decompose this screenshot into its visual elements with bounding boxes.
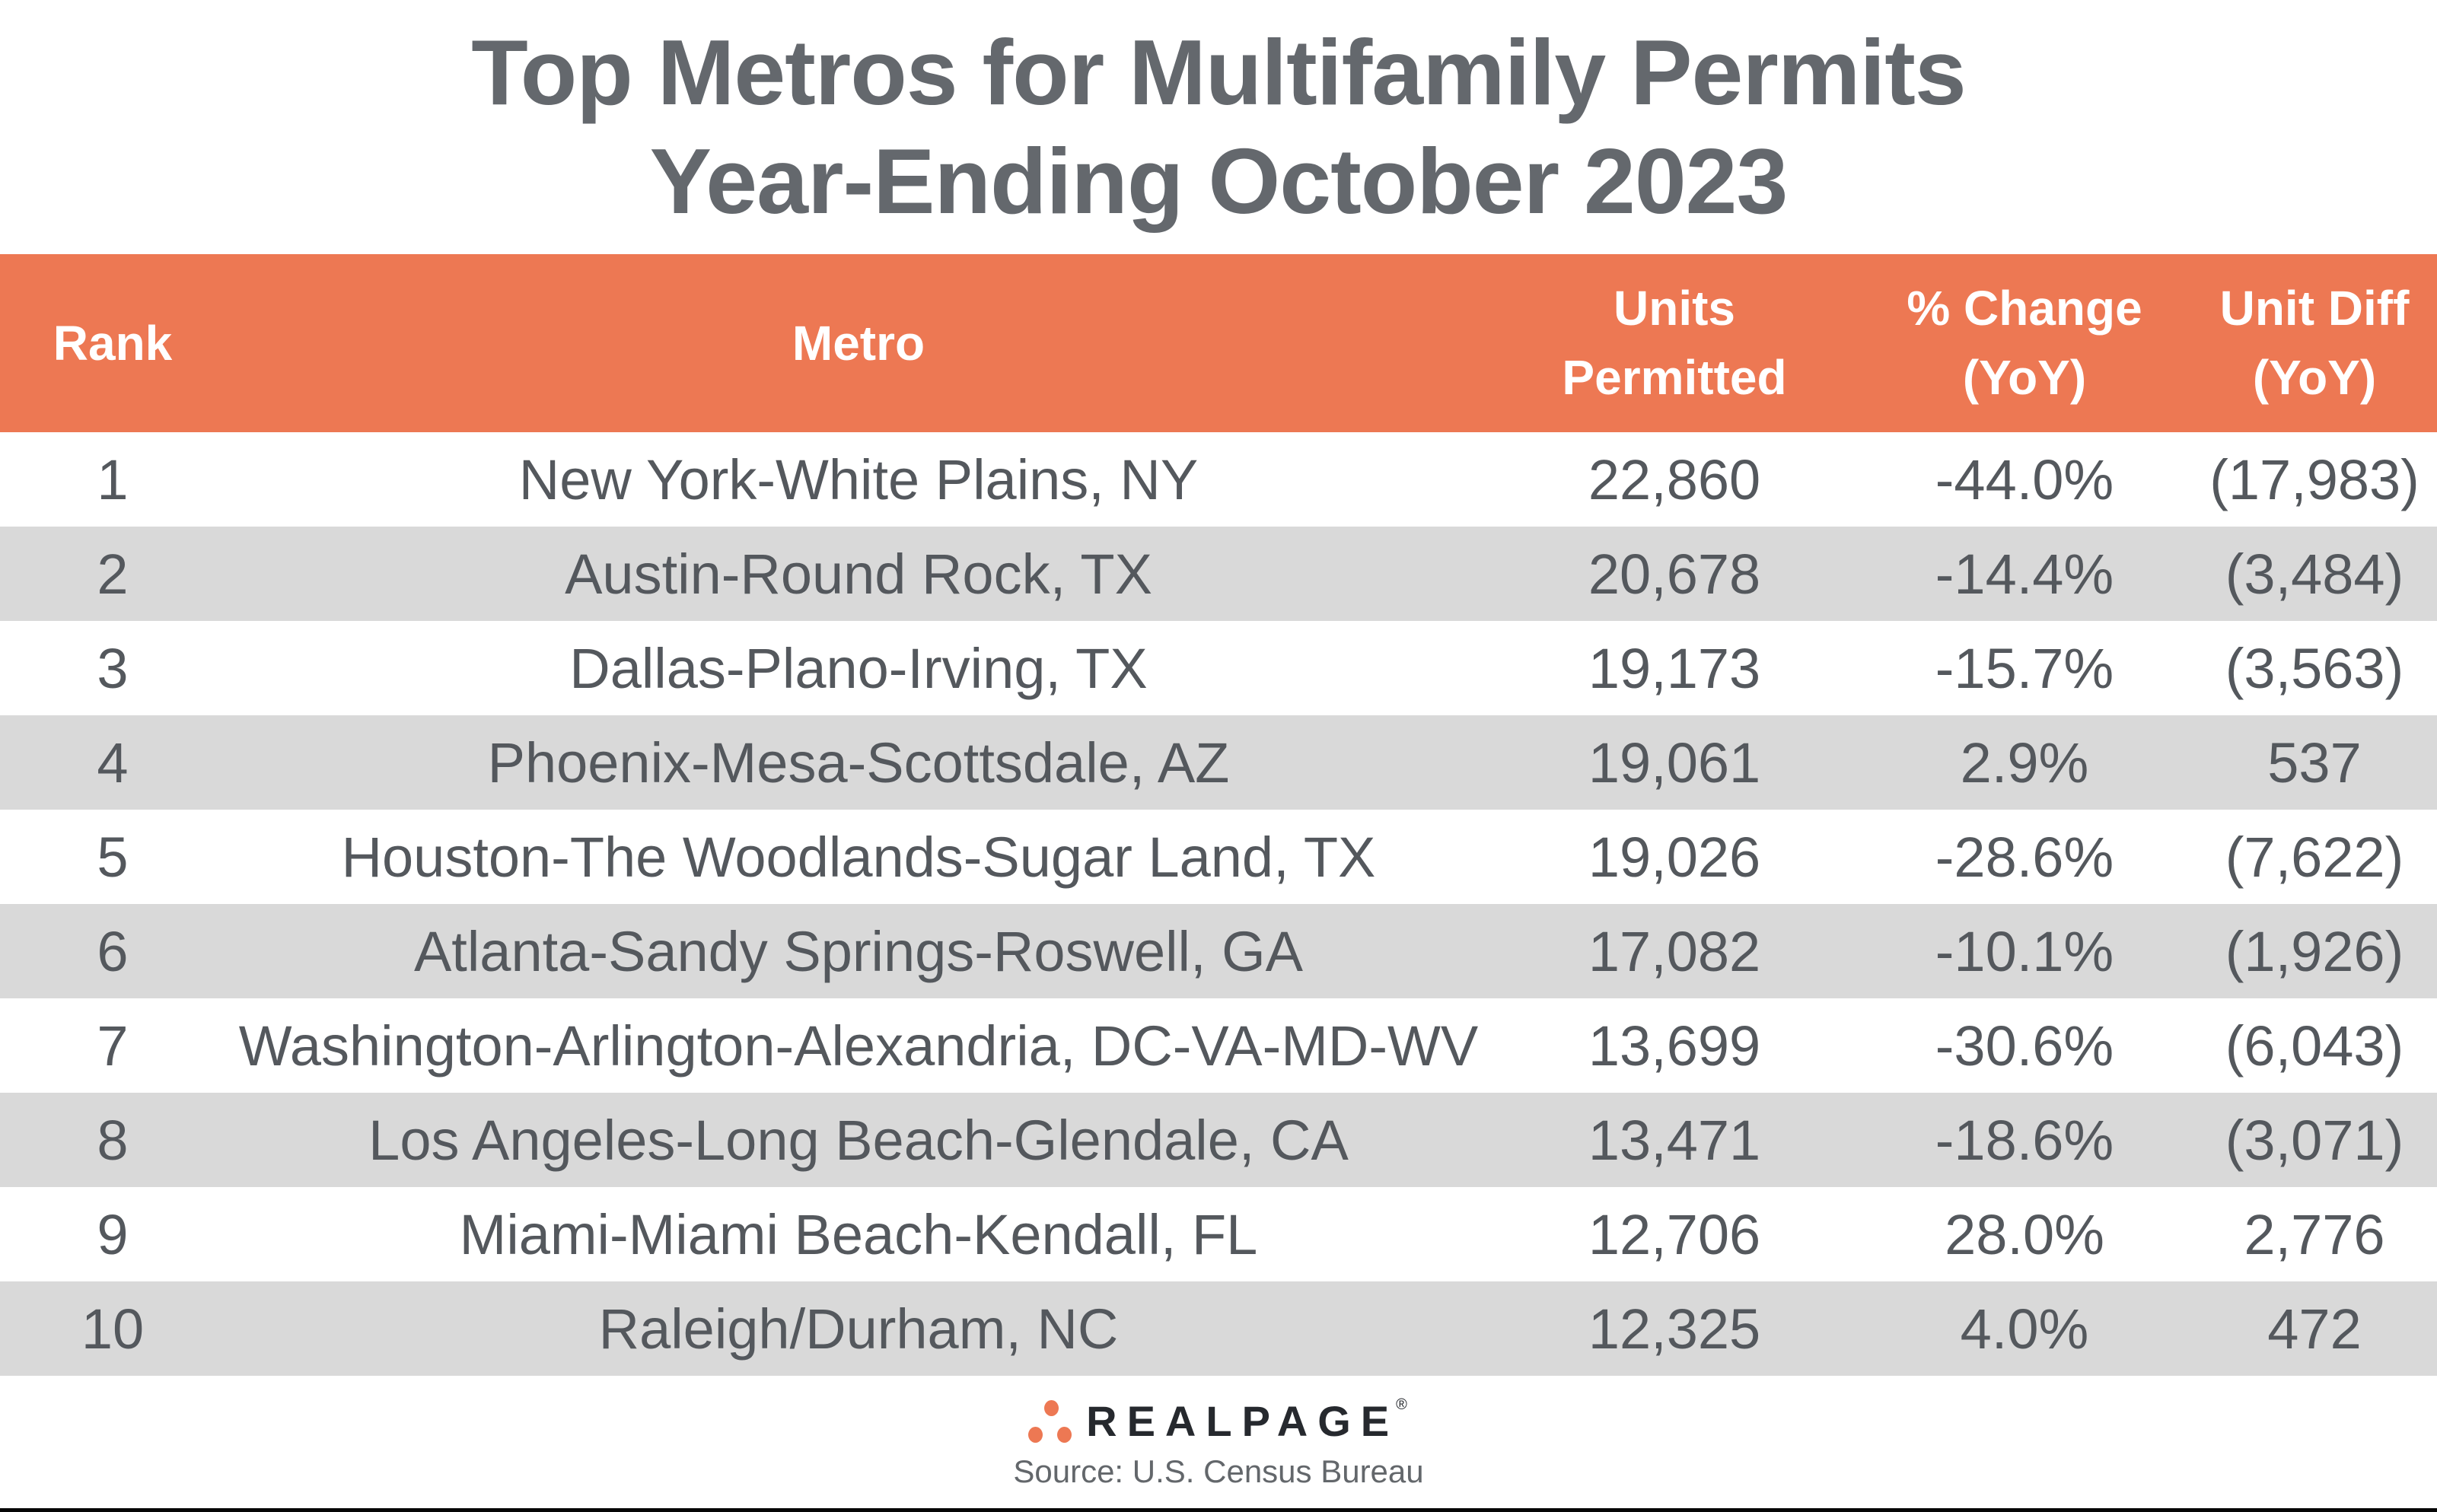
cell-units: 19,173 (1588, 636, 1761, 700)
table-row: 8 Los Angeles-Long Beach-Glendale, CA 13… (0, 1093, 2437, 1187)
header-cell-percent-change: % Change (YoY) (1907, 281, 2142, 405)
cell-metro: Washington-Arlington-Alexandria, DC-VA-M… (238, 1014, 1479, 1077)
cell-units: 13,471 (1588, 1108, 1761, 1172)
header-cell-metro: Metro (792, 315, 925, 371)
cell-rank: 3 (97, 636, 129, 700)
cell-metro: Atlanta-Sandy Springs-Roswell, GA (413, 919, 1304, 983)
cell-units: 19,061 (1588, 731, 1761, 794)
cell-change: -18.6% (1935, 1108, 2114, 1172)
cell-diff: 472 (2267, 1297, 2362, 1361)
header-cell-rank: Rank (53, 315, 173, 371)
cell-metro: Phoenix-Mesa-Scottsdale, AZ (487, 731, 1230, 794)
footer: REALPAGE ® Source: U.S. Census Bureau (0, 1376, 2437, 1511)
cell-diff: (7,622) (2225, 825, 2404, 889)
cell-change: 28.0% (1945, 1202, 2104, 1266)
table-row: 6 Atlanta-Sandy Springs-Roswell, GA 17,0… (0, 904, 2437, 998)
cell-units: 22,860 (1588, 447, 1761, 511)
cell-diff: (1,926) (2225, 919, 2404, 983)
cell-units: 17,082 (1588, 919, 1761, 983)
cell-change: 4.0% (1960, 1297, 2089, 1361)
cell-rank: 1 (97, 447, 129, 511)
cell-metro: Austin-Round Rock, TX (565, 542, 1152, 606)
table-row: 3 Dallas-Plano-Irving, TX 19,173 -15.7% … (0, 621, 2437, 715)
cell-units: 19,026 (1588, 825, 1761, 889)
cell-change: -44.0% (1935, 447, 2114, 511)
cell-change: -14.4% (1935, 542, 2114, 606)
cell-diff: 2,776 (2244, 1202, 2385, 1266)
table-row: 5 Houston-The Woodlands-Sugar Land, TX 1… (0, 810, 2437, 904)
header-cell-units-permitted: Units Permitted (1562, 281, 1787, 405)
table-header-row: Rank Metro Units Permitted % Change (YoY… (0, 254, 2437, 432)
source-text: Source: U.S. Census Bureau (1013, 1453, 1424, 1489)
cell-rank: 9 (97, 1202, 129, 1266)
cell-rank: 4 (97, 731, 129, 794)
logo-wordmark: REALPAGE ® (1086, 1396, 1410, 1445)
cell-diff: (17,983) (2209, 447, 2419, 511)
cell-rank: 7 (97, 1014, 129, 1077)
cell-units: 12,706 (1588, 1202, 1761, 1266)
table-row: 2 Austin-Round Rock, TX 20,678 -14.4% (3… (0, 527, 2437, 621)
table-row: 7 Washington-Arlington-Alexandria, DC-VA… (0, 998, 2437, 1093)
cell-diff: (3,484) (2225, 542, 2404, 606)
cell-rank: 6 (97, 919, 129, 983)
cell-metro: Miami-Miami Beach-Kendall, FL (459, 1202, 1258, 1266)
cell-rank: 5 (97, 825, 129, 889)
cell-change: -30.6% (1935, 1014, 2114, 1077)
cell-units: 20,678 (1588, 542, 1761, 606)
cell-rank: 8 (97, 1108, 129, 1172)
realpage-logo: REALPAGE ® (1027, 1396, 1410, 1445)
cell-diff: (3,563) (2225, 636, 2404, 700)
registered-mark: ® (1396, 1396, 1407, 1413)
cell-change: -15.7% (1935, 636, 2114, 700)
bottom-border (0, 1508, 2437, 1512)
title-line-2: Year-Ending October 2023 (649, 129, 1789, 233)
title-line-1: Top Metros for Multifamily Permits (471, 21, 1966, 125)
permits-table: Rank Metro Units Permitted % Change (YoY… (0, 254, 2437, 1376)
table-row: 1 New York-White Plains, NY 22,860 -44.0… (0, 432, 2437, 527)
table-row: 4 Phoenix-Mesa-Scottsdale, AZ 19,061 2.9… (0, 715, 2437, 810)
cell-diff: 537 (2267, 731, 2362, 794)
cell-units: 12,325 (1588, 1297, 1761, 1361)
realpage-dots-icon (1027, 1400, 1072, 1443)
cell-metro: Raleigh/Durham, NC (598, 1297, 1119, 1361)
cell-metro: Dallas-Plano-Irving, TX (569, 636, 1148, 700)
cell-units: 13,699 (1588, 1014, 1761, 1077)
cell-change: -28.6% (1935, 825, 2114, 889)
cell-metro: Houston-The Woodlands-Sugar Land, TX (341, 825, 1376, 889)
page-title: Top Metros for Multifamily Permits Year-… (0, 0, 2437, 254)
header-cell-unit-diff: Unit Diff (YoY) (2219, 281, 2410, 405)
cell-change: -10.1% (1935, 919, 2114, 983)
cell-rank: 2 (97, 542, 129, 606)
table-row: 10 Raleigh/Durham, NC 12,325 4.0% 472 (0, 1281, 2437, 1376)
cell-metro: New York-White Plains, NY (518, 447, 1199, 511)
table-row: 9 Miami-Miami Beach-Kendall, FL 12,706 2… (0, 1187, 2437, 1281)
logo-wordmark-text: REALPAGE (1086, 1397, 1400, 1445)
cell-metro: Los Angeles-Long Beach-Glendale, CA (368, 1108, 1349, 1172)
cell-rank: 10 (81, 1297, 145, 1361)
cell-change: 2.9% (1960, 731, 2089, 794)
cell-diff: (3,071) (2225, 1108, 2404, 1172)
cell-diff: (6,043) (2225, 1014, 2404, 1077)
